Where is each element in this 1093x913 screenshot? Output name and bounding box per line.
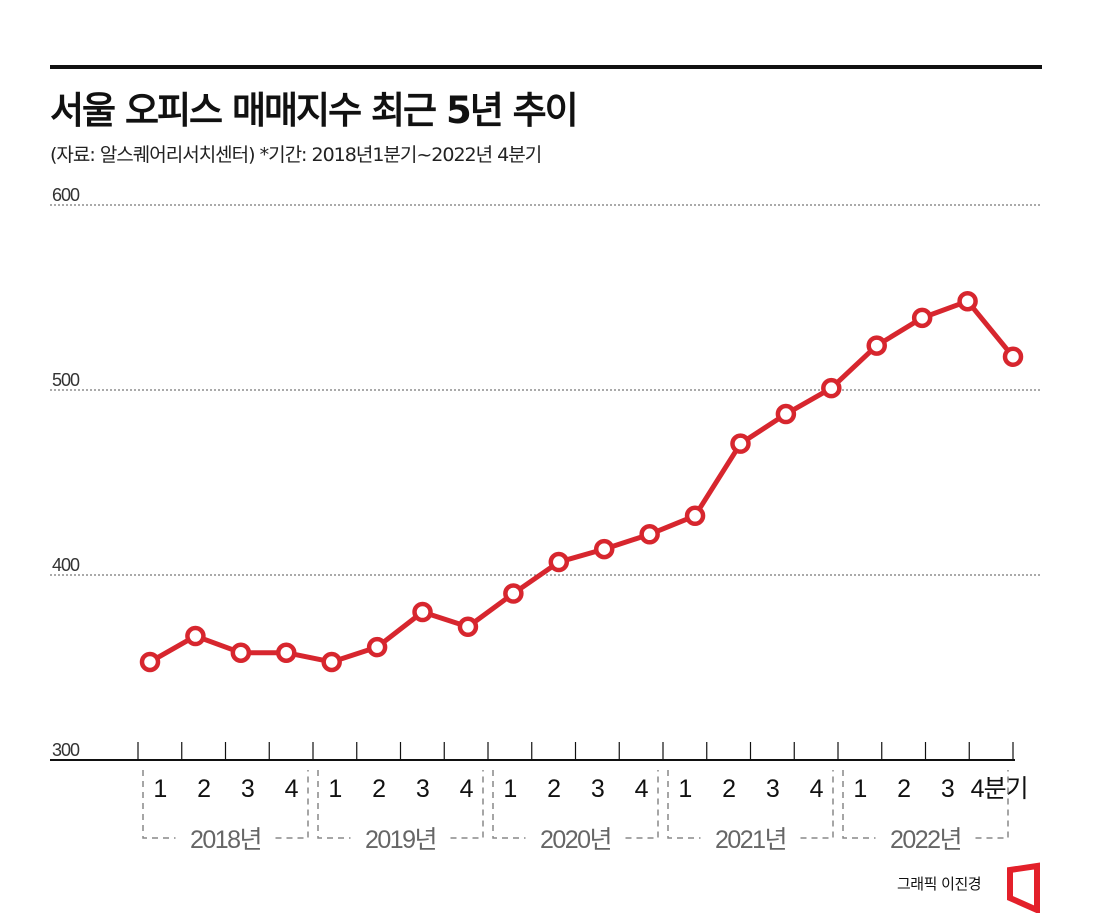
x-tick-label: 3 xyxy=(241,775,254,803)
x-tick-label: 1 xyxy=(328,775,341,803)
y-tick-label: 400 xyxy=(52,555,80,575)
data-point xyxy=(185,625,206,647)
x-tick-label: 3 xyxy=(941,775,954,803)
chart-subtitle: (자료: 알스퀘어리서치센터) *기간: 2018년1분기~2022년 4분기 xyxy=(50,144,542,166)
x-tick-label: 2 xyxy=(547,775,560,803)
x-tick-label: 2 xyxy=(897,775,910,803)
chart-title: 서울 오피스 매매지수 최근 5년 추이 xyxy=(50,89,579,132)
year-bracket xyxy=(667,770,834,839)
x-tick-label: 3 xyxy=(416,775,429,803)
x-tick-label: 1 xyxy=(503,775,516,803)
year-label: 2022년 xyxy=(890,826,961,854)
top-rule xyxy=(50,65,1042,69)
x-tick-label: 4 xyxy=(460,775,474,803)
x-tick-label: 4 xyxy=(810,775,824,803)
data-point xyxy=(639,524,660,545)
data-point xyxy=(866,335,887,356)
data-point xyxy=(684,505,706,527)
x-tick-label: 3 xyxy=(591,775,604,803)
y-tick-label: 500 xyxy=(52,370,80,390)
data-point xyxy=(821,377,842,399)
credit-text: 그래픽 이진경 xyxy=(897,875,982,893)
x-tick-label: 1 xyxy=(853,775,866,803)
year-label: 2021년 xyxy=(715,826,786,854)
year-bracket xyxy=(492,770,659,839)
year-bracket xyxy=(142,770,309,839)
data-point xyxy=(1002,346,1024,367)
data-point xyxy=(911,307,933,329)
series-line xyxy=(148,298,1015,665)
data-point xyxy=(321,651,342,673)
x-tick-label: 3 xyxy=(766,775,779,803)
y-tick-label: 600 xyxy=(52,185,80,205)
x-tick-label: 2 xyxy=(372,775,385,803)
year-bracket xyxy=(842,770,1009,839)
x-tick-label: 1 xyxy=(153,775,166,803)
data-point xyxy=(548,551,570,573)
data-point xyxy=(366,636,388,658)
data-point xyxy=(957,290,978,312)
year-label: 2018년 xyxy=(190,826,261,854)
data-point xyxy=(139,651,161,673)
data-point xyxy=(412,601,433,623)
x-tick-label: 2 xyxy=(197,775,210,803)
data-point xyxy=(593,538,615,560)
x-tick-label: 4분기 xyxy=(971,775,1028,803)
data-point xyxy=(230,642,252,663)
year-label: 2020년 xyxy=(540,826,611,854)
data-point xyxy=(457,616,479,638)
year-bracket xyxy=(317,770,484,839)
x-tick-label: 4 xyxy=(635,775,649,803)
data-point xyxy=(503,583,524,604)
year-label: 2019년 xyxy=(365,826,436,854)
x-tick-label: 4 xyxy=(285,775,299,803)
data-point xyxy=(775,403,797,425)
x-tick-label: 1 xyxy=(678,775,691,803)
data-point xyxy=(276,642,297,663)
data-point xyxy=(730,433,751,454)
y-tick-label: 300 xyxy=(52,740,80,760)
x-tick-label: 2 xyxy=(722,775,735,803)
